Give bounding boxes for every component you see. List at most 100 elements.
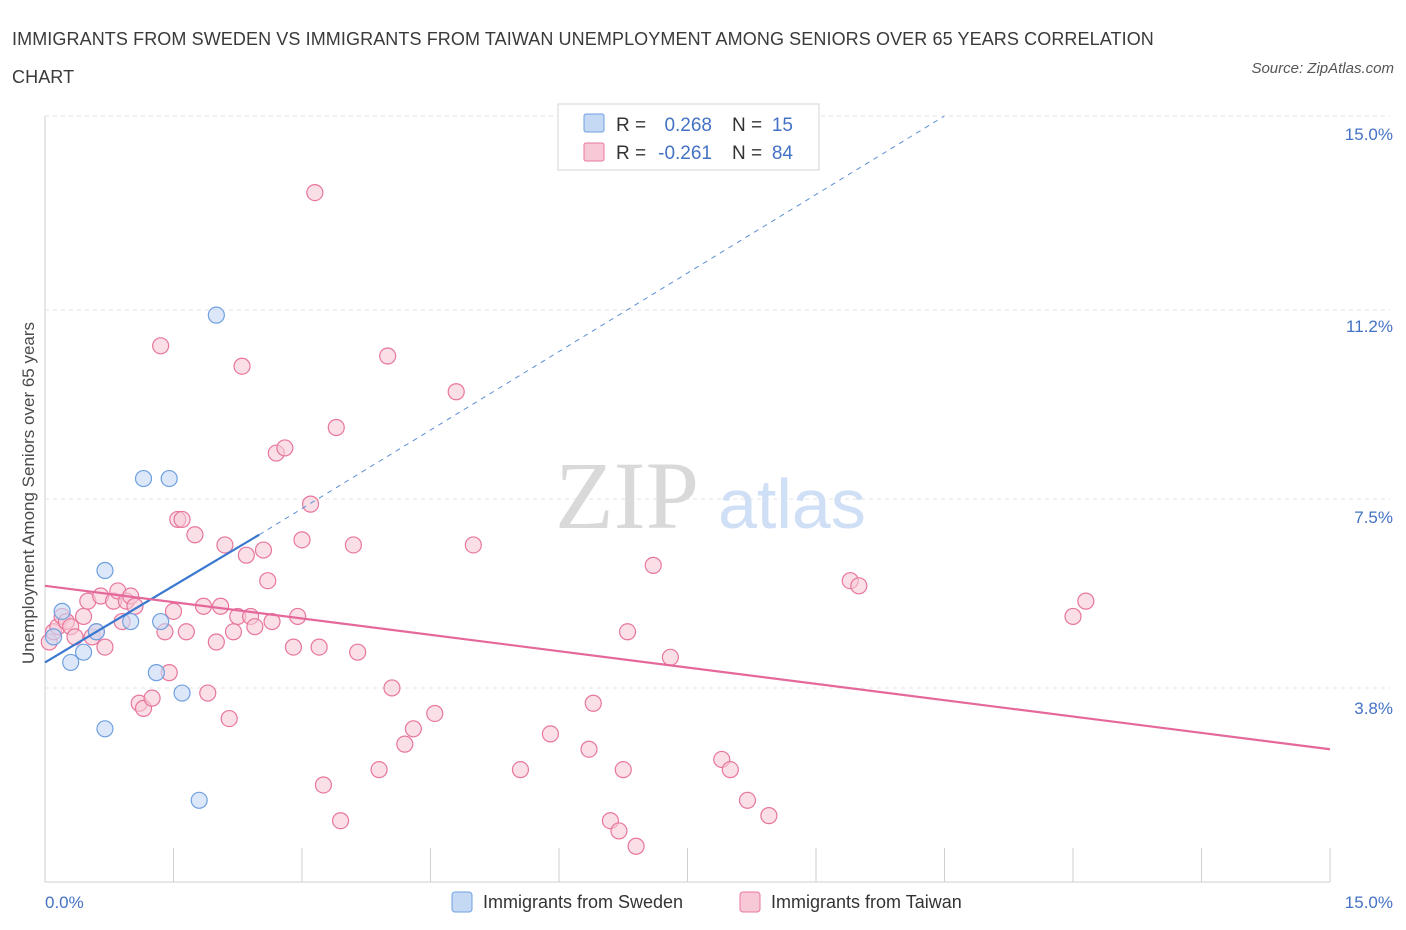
taiwan-point bbox=[1064, 607, 1082, 626]
taiwan-point bbox=[370, 761, 388, 779]
taiwan-point bbox=[212, 597, 230, 615]
taiwan-point bbox=[614, 761, 632, 779]
series-legend: Immigrants from Sweden Immigrants from T… bbox=[451, 891, 962, 913]
y-tick-label: 7.5% bbox=[1354, 508, 1393, 527]
taiwan-point bbox=[301, 495, 320, 513]
taiwan-point bbox=[580, 740, 598, 758]
legend-n-value: 84 bbox=[772, 143, 794, 164]
sweden-point bbox=[53, 602, 71, 620]
taiwan-point bbox=[396, 735, 414, 753]
trend-lines bbox=[44, 115, 1331, 751]
taiwan-point bbox=[426, 704, 444, 723]
sweden-point bbox=[44, 628, 63, 646]
legend-r-label: R = bbox=[616, 143, 646, 164]
taiwan-point bbox=[850, 577, 868, 595]
watermark-atlas: atlas bbox=[718, 465, 866, 543]
sweden-trend-extension bbox=[258, 115, 945, 536]
taiwan-point bbox=[760, 807, 778, 825]
taiwan-point bbox=[96, 638, 114, 656]
legend-n-value: 15 bbox=[772, 115, 793, 136]
taiwan-point bbox=[152, 337, 170, 355]
x-tick-label-min: 0.0% bbox=[45, 893, 84, 912]
taiwan-point bbox=[618, 623, 637, 641]
taiwan-point bbox=[584, 694, 602, 712]
legend-swatch-taiwan bbox=[739, 891, 761, 913]
taiwan-point bbox=[344, 536, 362, 554]
sweden-point bbox=[74, 643, 93, 661]
x-tick-label-max: 15.0% bbox=[1345, 893, 1393, 912]
taiwan-point bbox=[349, 643, 367, 661]
taiwan-point bbox=[186, 526, 204, 544]
taiwan-point bbox=[310, 638, 328, 656]
taiwan-point bbox=[254, 541, 273, 559]
taiwan-point bbox=[379, 347, 397, 365]
taiwan-point bbox=[661, 648, 679, 666]
y-tick-label: 3.8% bbox=[1354, 699, 1393, 718]
legend-label-taiwan: Immigrants from Taiwan bbox=[771, 892, 962, 912]
taiwan-point bbox=[404, 720, 422, 738]
sweden-point bbox=[152, 612, 170, 631]
taiwan-point bbox=[233, 357, 251, 375]
taiwan-point bbox=[276, 439, 294, 457]
taiwan-point bbox=[216, 536, 234, 554]
taiwan-point bbox=[721, 761, 739, 779]
taiwan-point bbox=[306, 184, 324, 202]
taiwan-point bbox=[177, 623, 195, 641]
data-points bbox=[40, 184, 1095, 855]
y-axis-label: Unemployment Among Seniors over 65 years bbox=[19, 322, 38, 664]
stats-legend: R = 0.268 N = 15 R = -0.261 N = 84 bbox=[557, 103, 820, 171]
taiwan-point bbox=[143, 689, 161, 707]
sweden-point bbox=[134, 469, 153, 488]
taiwan-point bbox=[284, 638, 303, 656]
x-axis-ticks bbox=[44, 848, 1331, 882]
taiwan-point bbox=[331, 812, 350, 830]
taiwan-point bbox=[610, 822, 628, 840]
sweden-point bbox=[173, 684, 191, 702]
taiwan-point bbox=[1077, 592, 1095, 610]
source-label: Source: ZipAtlas.com bbox=[1251, 60, 1394, 77]
watermark-zip: ZIP bbox=[555, 442, 699, 549]
sweden-point bbox=[160, 469, 178, 488]
sweden-point bbox=[96, 720, 114, 738]
sweden-point bbox=[147, 664, 165, 682]
sweden-point bbox=[190, 791, 208, 809]
legend-swatch-sweden bbox=[451, 891, 473, 913]
sweden-point bbox=[62, 653, 80, 672]
legend-swatch-taiwan bbox=[583, 142, 605, 162]
taiwan-point bbox=[164, 602, 183, 620]
legend-r-label: R = bbox=[616, 115, 646, 136]
y-tick-label: 11.2% bbox=[1346, 317, 1393, 336]
taiwan-point bbox=[173, 510, 191, 529]
taiwan-point bbox=[246, 618, 264, 636]
taiwan-point bbox=[511, 761, 530, 779]
taiwan-point bbox=[383, 679, 401, 697]
taiwan-point bbox=[627, 837, 645, 855]
taiwan-point bbox=[259, 572, 277, 590]
sweden-point bbox=[207, 306, 225, 324]
taiwan-point bbox=[199, 684, 217, 702]
legend-r-value: -0.261 bbox=[658, 143, 712, 164]
taiwan-point bbox=[738, 791, 757, 809]
taiwan-point bbox=[74, 607, 93, 626]
y-tick-label: 15.0% bbox=[1345, 125, 1393, 144]
taiwan-point bbox=[263, 612, 281, 631]
gridlines bbox=[45, 115, 1390, 689]
watermark: ZIP atlas bbox=[555, 442, 866, 549]
legend-swatch-sweden bbox=[583, 113, 605, 133]
taiwan-point bbox=[220, 709, 238, 728]
legend-n-label: N = bbox=[732, 143, 762, 164]
taiwan-point bbox=[314, 776, 333, 794]
legend-label-sweden: Immigrants from Sweden bbox=[483, 892, 683, 912]
taiwan-point bbox=[237, 546, 255, 564]
taiwan-trend-line bbox=[44, 584, 1331, 751]
taiwan-point bbox=[447, 383, 465, 401]
legend-n-label: N = bbox=[732, 115, 762, 136]
sweden-point bbox=[122, 612, 140, 631]
taiwan-point bbox=[464, 536, 482, 554]
taiwan-point bbox=[644, 556, 662, 574]
chart-title: IMMIGRANTS FROM SWEDEN VS IMMIGRANTS FRO… bbox=[12, 29, 1154, 87]
legend-r-value: 0.268 bbox=[664, 115, 712, 136]
sweden-point bbox=[96, 561, 114, 580]
taiwan-point bbox=[293, 531, 311, 549]
